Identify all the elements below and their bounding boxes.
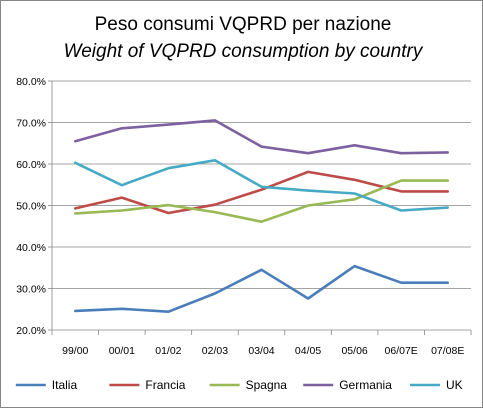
y-tick-label: 80.0% xyxy=(16,76,46,88)
legend-item-italia: Italia xyxy=(15,378,78,392)
y-tick-label: 60.0% xyxy=(16,159,46,171)
x-tick-label: 04/05 xyxy=(295,345,321,357)
x-tick-label: 02/03 xyxy=(202,345,228,357)
chart-subtitle: Weight of VQPRD consumption by country xyxy=(64,41,424,62)
legend-item-germania: Germania xyxy=(303,378,392,392)
series-line-italia xyxy=(74,264,450,314)
legend: Italia Francia Spagna Germania UK xyxy=(15,378,463,392)
gridlines xyxy=(52,80,471,289)
y-tick-label: 20.0% xyxy=(16,325,46,337)
x-tick-labels: 99/00 00/01 01/02 02/03 03/04 04/05 05/06 06/07… xyxy=(62,345,464,357)
y-tick-label: 70.0% xyxy=(16,118,46,130)
legend-label: UK xyxy=(446,378,463,392)
x-tick-label: 07/08E xyxy=(431,345,464,357)
x-tick-label: 03/04 xyxy=(248,345,274,357)
axes xyxy=(48,80,472,335)
legend-label: Francia xyxy=(145,378,185,392)
series-line-spagna xyxy=(74,179,450,223)
y-tick-label: 40.0% xyxy=(16,242,46,254)
legend-item-spagna: Spagna xyxy=(209,378,288,392)
y-tick-label: 30.0% xyxy=(16,284,46,296)
series-lines xyxy=(74,119,450,314)
legend-item-uk: UK xyxy=(410,378,463,392)
x-tick-label: 05/06 xyxy=(341,345,367,357)
legend-label: Italia xyxy=(52,378,78,392)
y-tick-labels: 20.0% 30.0% 40.0% 50.0% 60.0% 70.0% 80.0% xyxy=(16,76,46,337)
series-line-germania xyxy=(74,119,450,155)
legend-label: Germania xyxy=(339,378,392,392)
y-tick-label: 50.0% xyxy=(16,201,46,213)
chart-title: Peso consumi VQPRD per nazione xyxy=(95,14,392,35)
x-tick-label: 06/07E xyxy=(385,345,418,357)
x-tick-label: 99/00 xyxy=(62,345,88,357)
legend-item-francia: Francia xyxy=(109,378,186,392)
x-tick-label: 01/02 xyxy=(155,345,181,357)
legend-label: Spagna xyxy=(246,378,288,392)
x-tick-label: 00/01 xyxy=(109,345,135,357)
series-line-uk xyxy=(74,159,450,212)
